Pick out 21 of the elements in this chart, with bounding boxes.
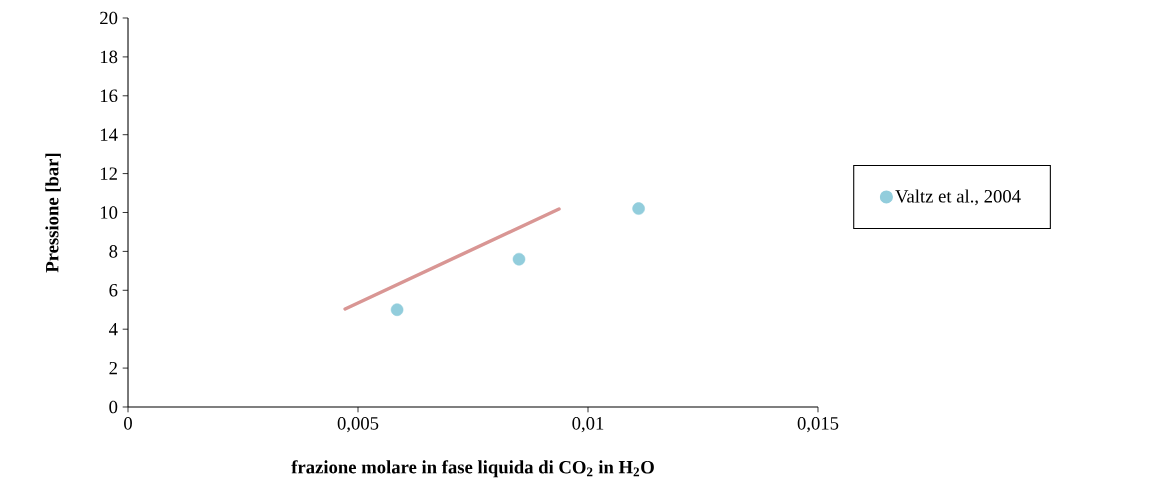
point bbox=[390, 303, 404, 317]
y-tick-label: 2 bbox=[109, 361, 117, 375]
y-tick-label: 14 bbox=[100, 128, 118, 141]
legend-label: Valtz et al., 2004 bbox=[895, 189, 1021, 206]
point bbox=[512, 252, 526, 266]
y-axis-title: Pressione [bar] bbox=[45, 153, 61, 273]
y-tick-label: 18 bbox=[100, 50, 118, 64]
y-tick-label: 6 bbox=[109, 284, 118, 297]
x-tick-label: 0,015 bbox=[797, 417, 839, 433]
y-tick-label: 16 bbox=[100, 89, 118, 103]
y-tick-label: 12 bbox=[100, 167, 117, 180]
y-tick-label: 20 bbox=[100, 11, 118, 25]
x-tick-label: 0,01 bbox=[572, 417, 604, 433]
y-tick-label: 8 bbox=[109, 245, 118, 258]
x-axis-title: frazione molare in fase liquida di CO$_{2}$ in H$_{2}$O bbox=[291, 460, 654, 478]
x-tick-label: 0,005 bbox=[337, 417, 379, 433]
y-tick-label: 4 bbox=[108, 323, 118, 336]
point bbox=[632, 202, 645, 215]
y-tick-label: 10 bbox=[100, 206, 118, 219]
y-tick-label: 0 bbox=[109, 400, 118, 414]
x-tick-label: 0 bbox=[124, 417, 132, 430]
